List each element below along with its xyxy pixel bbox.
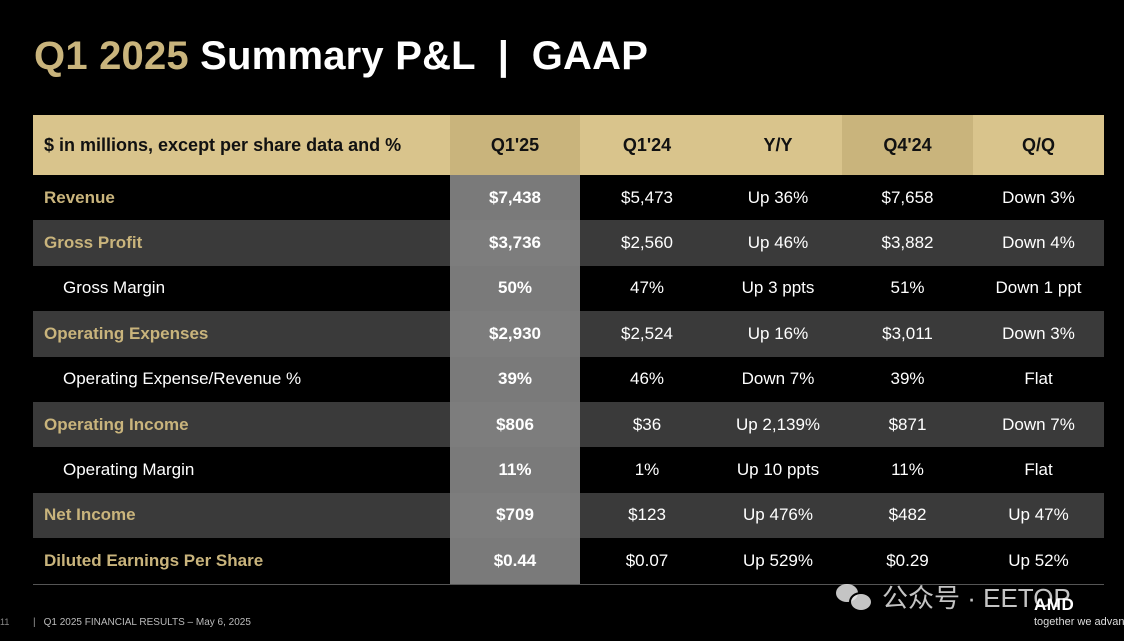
footer: | Q1 2025 FINANCIAL RESULTS – May 6, 2025 [33,617,251,628]
logo-tagline: together we advance [1034,616,1124,628]
q1-25-value: 11% [450,447,580,493]
table-body: Revenue $7,438 $5,473 Up 36% $7,658 Down 3% Gr… [33,175,1104,584]
row-label: Gross Profit [44,233,143,253]
yy-value: Up 36% [747,187,809,207]
q1-25-value: $806 [450,401,580,448]
table-row: Gross Profit $3,736 $2,560 Up 46% $3,882 Down… [33,220,1104,266]
yy-value: Up 10 ppts [736,460,820,480]
table-row: Diluted Earnings Per Share $0.44 $0.07 Up 5… [33,538,1104,584]
q4-24-value: $0.29 [886,550,929,570]
qq-value: Flat [1024,460,1053,480]
yy-value: Up 16% [747,323,809,343]
q1-24-value: $123 [628,505,666,525]
q1-24-value: 1% [634,460,660,480]
watermark-text: 公众号 · EETOP [882,583,1071,613]
q4-24-value: 51% [890,278,925,298]
q1-25-value: 50% [450,265,580,312]
page-number: 11 [0,617,10,627]
yy-value: Up 3 ppts [741,278,815,298]
q1-24-value: $2,560 [621,233,673,253]
qq-value: Down 7% [1002,414,1075,434]
header-yy: Y/Y [763,134,793,155]
qq-value: Up 47% [1008,505,1069,525]
table-divider [33,584,1104,585]
q1-24-value: $2,524 [621,323,673,343]
row-label: Net Income [44,505,136,525]
q1-24-value: $36 [632,414,662,434]
q4-24-value: 11% [891,460,924,480]
q1-24-value: 46% [629,369,665,389]
yy-value: Up 476% [743,505,813,525]
header-q4-24: Q4'24 [842,115,973,175]
yy-value: Down 7% [741,369,815,389]
q4-24-value: 39% [890,369,925,389]
logo-brand: AMD [1034,595,1075,614]
q1-24-value: 47% [629,278,665,298]
qq-value: Down 3% [1002,323,1075,343]
row-label: Operating Expenses [44,323,209,343]
q1-25-value: $0.44 [450,538,580,584]
q4-24-value: $482 [888,505,927,525]
header-q1-25: Q1'25 [450,115,580,175]
row-label: Operating Income [44,414,189,434]
q1-25-value: $7,438 [450,175,580,221]
qq-value: Down 4% [1002,233,1075,253]
page-title: Q1 2025 Summary P&L | GAAP [34,34,648,79]
qq-value: Flat [1024,369,1053,389]
q4-24-value: $3,882 [881,233,934,253]
footer-pipe: | [33,617,36,628]
yy-value: Up 46% [747,233,809,253]
header-qq: Q/Q [1021,134,1055,155]
table-row: Operating Margin 11% 1% Up 10 ppts 11% Flat [33,447,1104,493]
q1-24-value: $0.07 [625,550,669,570]
table-row: Operating Expense/Revenue % 39% 46% Down 7%… [33,356,1104,402]
table-header-row: $ in millions, except per share data and… [33,115,1104,175]
qq-value: Up 52% [1008,550,1069,570]
header-q1-24: Q1'24 [622,134,672,155]
yy-value: Up 529% [743,550,813,570]
yy-value: Up 2,139% [735,414,821,434]
q4-24-value: $3,011 [882,323,933,343]
pl-table: $ in millions, except per share data and… [33,115,1104,584]
q1-25-value: $3,736 [450,220,580,266]
q4-24-value: $7,658 [881,187,934,207]
title-accent: Q1 2025 [34,34,189,78]
row-label: Revenue [44,187,115,207]
table-row: Revenue $7,438 $5,473 Up 36% $7,658 Down 3% [33,175,1104,221]
q1-25-value: 39% [450,356,580,402]
table-row: Net Income $709 $123 Up 476% $482 Up 47% [33,492,1104,539]
title-rest: Summary P&L | GAAP [188,34,649,78]
row-label: Diluted Earnings Per Share [44,550,264,570]
watermark: 公众号 · EETOP [836,578,1071,615]
header-description: $ in millions, except per share data and… [44,134,402,155]
qq-value: Down 1 ppt [995,278,1082,298]
table-row: Gross Margin 50% 47% Up 3 ppts 51% Down 1 ppt [33,265,1104,312]
qq-value: Down 3% [1002,187,1075,207]
q1-24-value: $5,473 [621,187,673,207]
table-row: Operating Income $806 $36 Up 2,139% $871 Down… [33,401,1104,448]
table-row: Operating Expenses $2,930 $2,524 Up 16% $3,0… [33,311,1104,357]
row-label: Operating Margin [63,460,195,480]
amd-logo: AMD together we advance [1034,595,1124,628]
footer-text: Q1 2025 FINANCIAL RESULTS – May 6, 2025 [43,617,251,628]
q4-24-value: $871 [888,414,927,434]
row-label: Operating Expense/Revenue % [63,369,302,389]
wechat-icon [836,582,873,612]
q1-25-value: $2,930 [450,311,580,357]
q1-25-value: $709 [450,492,580,539]
row-label: Gross Margin [63,278,166,298]
